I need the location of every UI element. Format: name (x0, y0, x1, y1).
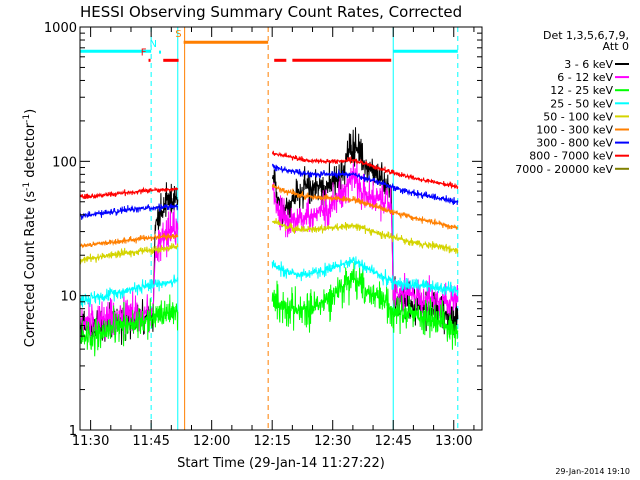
plot-frame (79, 26, 483, 431)
legend-label-2: 12 - 25 keV (550, 84, 613, 97)
legend-label-7: 800 - 7000 keV (529, 150, 613, 163)
flag-marker-dot-0 (148, 58, 151, 62)
legend-label-6: 300 - 800 keV (536, 137, 613, 150)
x-tick-label: 12:15 (253, 434, 290, 449)
flag-label-2: S (175, 29, 181, 40)
x-tick-label: 11:30 (72, 434, 109, 449)
generation-timestamp: 29-Jan-2014 19:10 (555, 467, 630, 476)
x-tick-label: 12:45 (374, 434, 411, 449)
chart-title: HESSI Observing Summary Count Rates, Cor… (80, 3, 462, 21)
series-line-2-segment-1 (271, 262, 459, 350)
y-axis-label-mid: detector (23, 122, 38, 182)
x-tick-label: 13:00 (435, 434, 472, 449)
x-tick-label: 12:30 (314, 434, 351, 449)
flag-marker-dot-2 (183, 40, 186, 44)
legend-header-line-2: Att 0 (603, 40, 629, 53)
legend-label-0: 3 - 6 keV (564, 58, 613, 71)
series-line-2-segment-0 (80, 294, 179, 357)
y-axis-label: Corrected Count Rate (s-1 detector-1) (22, 109, 38, 347)
legend-label-3: 25 - 50 keV (550, 97, 613, 110)
series-line-1-segment-0 (80, 209, 179, 340)
y-tick-label: 1000 (44, 21, 77, 36)
legend-header-line-1: Det 1,3,5,6,7,9, (543, 29, 629, 42)
series-line-6-segment-1 (271, 163, 459, 206)
y-axis-label-exp2: -1 (22, 114, 32, 123)
chart-marks: FN S (80, 27, 459, 430)
series-line-4-segment-1 (271, 218, 459, 254)
y-axis-label-exp1: -1 (22, 182, 32, 191)
legend-label-8: 7000 - 20000 keV (515, 163, 613, 176)
series-line-4-segment-0 (80, 243, 179, 265)
series-line-5-segment-1 (271, 183, 458, 231)
y-axis: 1 10 100 1000 (44, 21, 482, 439)
series-line-7-segment-0 (80, 186, 179, 200)
legend-label-5: 100 - 300 keV (536, 124, 613, 137)
y-tick-label: 10 (60, 290, 77, 305)
y-tick-label: 1 (69, 424, 77, 439)
y-axis-label-end: ) (23, 109, 38, 114)
flag-marker-dot-1 (159, 50, 162, 54)
series-line-6-segment-0 (80, 203, 179, 220)
y-axis-label-main: Corrected Count Rate (s (23, 191, 38, 348)
flag-label-1: N (150, 39, 157, 50)
legend-label-1: 6 - 12 keV (557, 71, 613, 84)
series-line-7-segment-1 (272, 150, 459, 190)
legend-label-4: 50 - 100 keV (543, 110, 613, 123)
y-tick-label: 100 (52, 155, 77, 170)
x-axis: 11:30 11:45 12:00 12:15 12:30 12:45 13:00 (72, 27, 475, 449)
x-axis-label: Start Time (29-Jan-14 11:27:22) (177, 456, 385, 471)
series-line-3-segment-1 (271, 256, 459, 297)
series-line-0-segment-1 (272, 127, 459, 336)
x-tick-label: 11:45 (132, 434, 169, 449)
series-line-3-segment-0 (80, 274, 179, 308)
x-tick-label: 12:00 (193, 434, 230, 449)
flag-label-0: F (141, 47, 147, 58)
series-line-5-segment-0 (80, 233, 179, 249)
